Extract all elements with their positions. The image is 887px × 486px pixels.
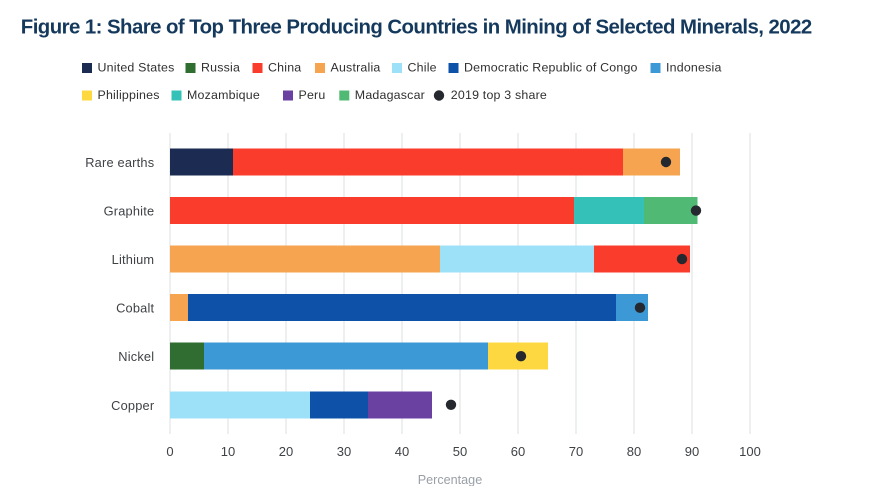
svg-text:China: China bbox=[268, 60, 301, 74]
svg-text:40: 40 bbox=[395, 444, 409, 459]
svg-text:Australia: Australia bbox=[331, 60, 381, 74]
svg-text:80: 80 bbox=[627, 444, 641, 459]
svg-text:Philippines: Philippines bbox=[98, 88, 160, 102]
svg-text:Democratic Republic of Congo: Democratic Republic of Congo bbox=[464, 60, 638, 74]
svg-text:Percentage: Percentage bbox=[418, 473, 482, 486]
svg-text:United States: United States bbox=[98, 60, 175, 74]
svg-text:90: 90 bbox=[685, 444, 699, 459]
svg-text:0: 0 bbox=[166, 444, 173, 459]
svg-text:Peru: Peru bbox=[299, 88, 326, 102]
svg-text:Madagascar: Madagascar bbox=[355, 88, 425, 102]
svg-text:Indonesia: Indonesia bbox=[666, 60, 722, 74]
svg-text:Mozambique: Mozambique bbox=[187, 88, 260, 102]
svg-text:10: 10 bbox=[221, 444, 235, 459]
svg-text:Russia: Russia bbox=[201, 60, 240, 74]
svg-text:Figure 1: Share of Top Three P: Figure 1: Share of Top Three Producing C… bbox=[21, 16, 812, 38]
svg-text:Cobalt: Cobalt bbox=[116, 301, 154, 316]
svg-text:20: 20 bbox=[279, 444, 293, 459]
svg-text:60: 60 bbox=[511, 444, 525, 459]
svg-text:30: 30 bbox=[337, 444, 351, 459]
svg-text:Nickel: Nickel bbox=[118, 349, 154, 364]
svg-text:Rare earths: Rare earths bbox=[85, 155, 154, 170]
svg-text:Copper: Copper bbox=[111, 398, 155, 413]
svg-text:70: 70 bbox=[569, 444, 583, 459]
svg-text:Chile: Chile bbox=[408, 60, 437, 74]
svg-text:100: 100 bbox=[739, 444, 761, 459]
svg-text:Lithium: Lithium bbox=[112, 252, 155, 267]
svg-text:2019 top 3 share: 2019 top 3 share bbox=[451, 88, 547, 102]
svg-text:50: 50 bbox=[453, 444, 467, 459]
svg-text:Graphite: Graphite bbox=[104, 204, 155, 219]
